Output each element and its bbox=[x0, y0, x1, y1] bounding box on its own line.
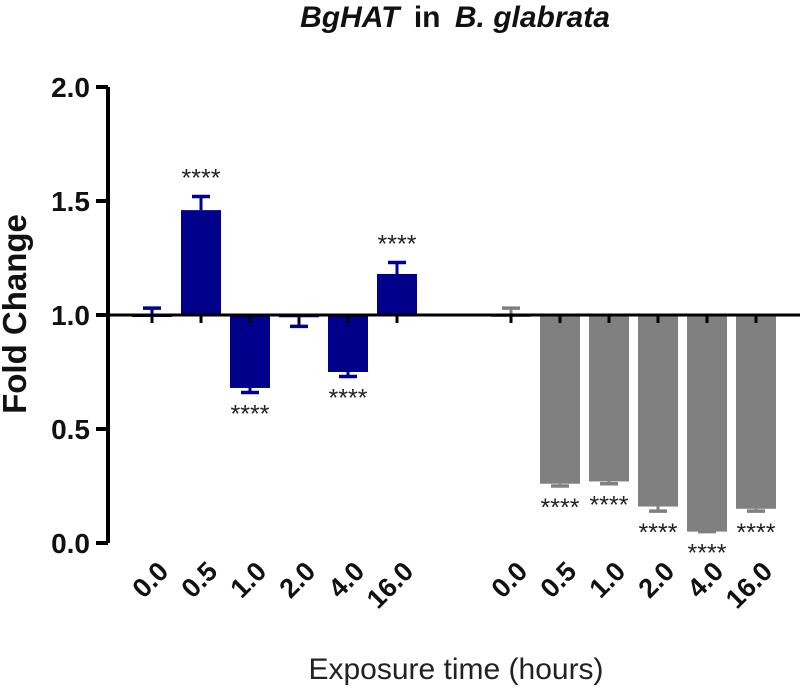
bar bbox=[328, 315, 368, 372]
x-tick-label: 2.0 bbox=[632, 556, 680, 604]
bar bbox=[736, 315, 776, 509]
y-tick-label: 0.5 bbox=[51, 414, 90, 445]
significance-label: **** bbox=[329, 385, 368, 413]
x-axis-label: Exposure time (hours) bbox=[308, 653, 603, 686]
bar bbox=[540, 315, 580, 484]
y-tick-label: 1.5 bbox=[51, 186, 90, 217]
bar bbox=[181, 210, 221, 315]
bar bbox=[377, 273, 417, 315]
x-tick-label: 0.0 bbox=[485, 556, 533, 604]
bar bbox=[638, 315, 678, 507]
x-tick-label: 0.0 bbox=[126, 556, 174, 604]
significance-label: **** bbox=[231, 401, 270, 429]
x-tick-label: 2.0 bbox=[273, 556, 321, 604]
x-tick-label: 16.0 bbox=[720, 556, 778, 614]
significance-label: **** bbox=[737, 519, 776, 547]
x-tick-label: 0.5 bbox=[175, 556, 223, 604]
significance-label: **** bbox=[590, 492, 629, 520]
bar bbox=[687, 315, 727, 532]
significance-label: **** bbox=[182, 164, 221, 192]
significance-label: **** bbox=[378, 231, 417, 259]
y-tick-label: 1.0 bbox=[51, 300, 90, 331]
x-tick-label: 1.0 bbox=[224, 556, 272, 604]
chart-title-connector: in bbox=[414, 1, 441, 34]
x-tick-label: 1.0 bbox=[583, 556, 631, 604]
significance-label: **** bbox=[688, 540, 727, 568]
chart-title: BgHAT in B. glabrata bbox=[300, 1, 610, 34]
significance-label: **** bbox=[639, 519, 678, 547]
bar bbox=[230, 315, 270, 388]
plot-area: 0.00.51.01.52.00.0****0.5****1.0 2.0****4… bbox=[51, 72, 800, 614]
chart-title-gene: BgHAT bbox=[300, 1, 402, 34]
x-tick-label: 16.0 bbox=[361, 556, 419, 614]
significance-label: **** bbox=[541, 494, 580, 522]
x-tick-label: 0.5 bbox=[534, 556, 582, 604]
bar bbox=[589, 315, 629, 482]
y-axis-label: Fold Change bbox=[0, 214, 33, 414]
chart-title-species: B. glabrata bbox=[455, 1, 610, 34]
y-tick-label: 0.0 bbox=[51, 528, 90, 559]
y-tick-label: 2.0 bbox=[51, 72, 90, 103]
